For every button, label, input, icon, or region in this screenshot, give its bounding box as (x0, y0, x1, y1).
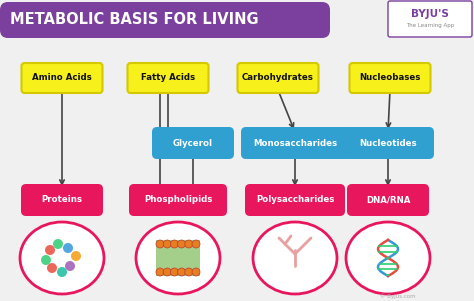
Circle shape (170, 268, 178, 276)
Circle shape (63, 243, 73, 253)
Bar (156, 240, 200, 276)
Text: Carbohydrates: Carbohydrates (242, 73, 314, 82)
Text: Glycerol: Glycerol (173, 138, 213, 147)
Text: BYJU'S: BYJU'S (411, 9, 449, 19)
Text: Monosaccharides: Monosaccharides (253, 138, 337, 147)
Text: Polysaccharides: Polysaccharides (256, 196, 334, 204)
FancyBboxPatch shape (129, 184, 227, 216)
Text: METABOLIC BASIS FOR LIVING: METABOLIC BASIS FOR LIVING (10, 13, 259, 27)
Circle shape (156, 240, 164, 248)
FancyBboxPatch shape (237, 63, 319, 93)
Circle shape (185, 268, 193, 276)
FancyBboxPatch shape (21, 63, 102, 93)
Circle shape (163, 240, 171, 248)
Circle shape (178, 268, 186, 276)
Circle shape (71, 251, 81, 261)
Ellipse shape (20, 222, 104, 294)
Text: Fatty Acids: Fatty Acids (141, 73, 195, 82)
Circle shape (47, 263, 57, 273)
Circle shape (185, 240, 193, 248)
Text: Phospholipids: Phospholipids (144, 196, 212, 204)
Text: The Learning App: The Learning App (406, 23, 454, 27)
FancyBboxPatch shape (388, 1, 472, 37)
Text: Amino Acids: Amino Acids (32, 73, 92, 82)
Circle shape (65, 261, 75, 271)
Circle shape (178, 240, 186, 248)
Ellipse shape (253, 222, 337, 294)
Circle shape (156, 268, 164, 276)
FancyBboxPatch shape (245, 184, 345, 216)
FancyBboxPatch shape (342, 127, 434, 159)
Circle shape (57, 267, 67, 277)
Circle shape (53, 239, 63, 249)
Ellipse shape (136, 222, 220, 294)
Text: Nucleobases: Nucleobases (359, 73, 421, 82)
FancyBboxPatch shape (241, 127, 349, 159)
FancyBboxPatch shape (347, 184, 429, 216)
Text: © Byjus.com: © Byjus.com (380, 293, 416, 299)
Circle shape (45, 245, 55, 255)
FancyBboxPatch shape (21, 184, 103, 216)
Circle shape (192, 268, 200, 276)
FancyBboxPatch shape (0, 2, 330, 38)
Text: Proteins: Proteins (42, 196, 82, 204)
FancyBboxPatch shape (128, 63, 209, 93)
FancyBboxPatch shape (349, 63, 430, 93)
Circle shape (41, 255, 51, 265)
Circle shape (170, 240, 178, 248)
Text: Nucleotides: Nucleotides (359, 138, 417, 147)
Text: DNA/RNA: DNA/RNA (366, 196, 410, 204)
Circle shape (163, 268, 171, 276)
Circle shape (192, 240, 200, 248)
FancyBboxPatch shape (152, 127, 234, 159)
Ellipse shape (346, 222, 430, 294)
